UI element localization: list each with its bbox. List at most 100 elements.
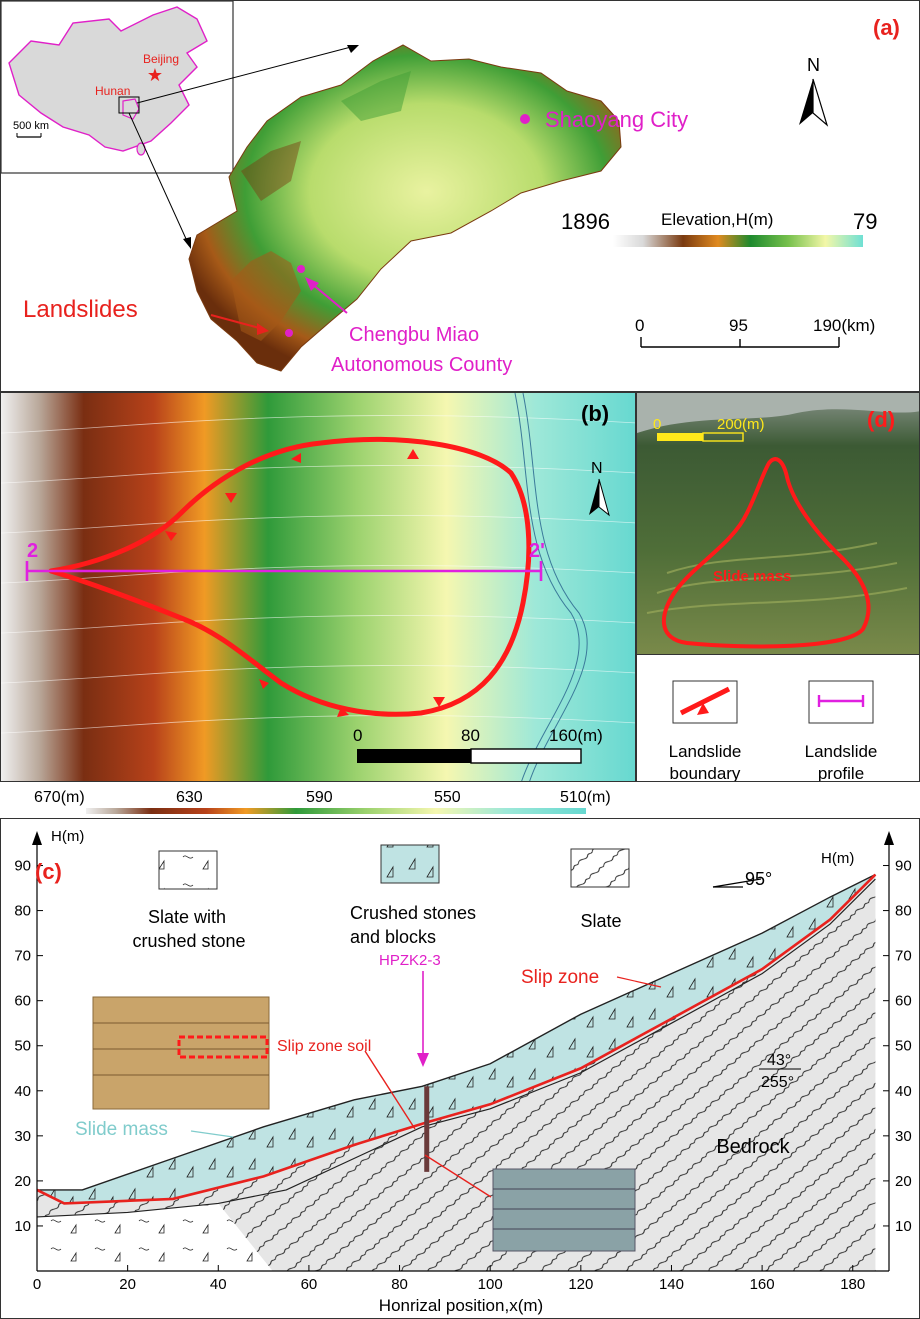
- pointer-line-bottom: [128, 112, 188, 242]
- y-tick-label-right: 40: [895, 1083, 912, 1100]
- plot-layer: 0 20 40 60 80 100 120 140 160 180 10 10 20 20 30 30 40 40…: [14, 831, 912, 1293]
- china-outline: [8, 6, 208, 152]
- x-tick-label: 160: [750, 1276, 775, 1293]
- y-tick-label-right: 50: [895, 1038, 912, 1055]
- x-tick-label: 20: [119, 1276, 136, 1293]
- y-tick-label-left: 70: [14, 948, 31, 965]
- y-tick-label-right: 10: [895, 1218, 912, 1235]
- legend-c-label-3: Slate: [580, 911, 621, 931]
- y-tick-label-right: 80: [895, 903, 912, 920]
- landslide-boundary-d: [662, 457, 871, 649]
- scale-a-0: 0: [635, 316, 644, 335]
- strike-symbol: [712, 878, 762, 888]
- panel-d-svg: Slide mass 0 200(m) (d): [637, 393, 919, 654]
- scale-b-black: [357, 749, 471, 763]
- y-tick-label-left: 60: [14, 993, 31, 1010]
- axis-right-label: H(m): [821, 850, 854, 867]
- y-tick-label-right: 70: [895, 948, 912, 965]
- borehole-label: HPZK2-3: [379, 952, 441, 969]
- scale-d-0: 0: [653, 416, 661, 433]
- y-tick-label-left: 30: [14, 1128, 31, 1145]
- x-tick-label: 100: [478, 1276, 503, 1293]
- slip-zone-label: Slip zone: [521, 967, 599, 988]
- y-tick-label-right: 90: [895, 858, 912, 875]
- inset-hunan-label: Hunan: [95, 84, 130, 98]
- panel-c-cross-section: 0 20 40 60 80 100 120 140 160 180 10 10 20 20 30 30 40 40…: [0, 818, 920, 1319]
- elev-max: 1896: [561, 209, 610, 234]
- legend-c-slate: [570, 848, 630, 888]
- x-tick-label: 120: [568, 1276, 593, 1293]
- strip-tick-1: 630: [176, 789, 203, 806]
- legend-c-label-1b: crushed stone: [132, 931, 245, 951]
- beijing-star: ★: [147, 65, 163, 85]
- x-tick-label: 80: [391, 1276, 408, 1293]
- slip-zone-soil-label: Slip zone soil: [277, 1038, 371, 1055]
- north-arrow-a: [799, 79, 813, 125]
- panel-d-photo: Slide mass 0 200(m) (d): [636, 392, 920, 655]
- panel-c-label: (c): [35, 859, 62, 884]
- y-tick-label-right: 30: [895, 1128, 912, 1145]
- scale-b-0: 0: [353, 726, 362, 745]
- county-label-2: Autonomous County: [331, 354, 512, 376]
- scale-b-2: 160(m): [549, 726, 603, 745]
- strip-tick-3: 550: [434, 789, 461, 806]
- strike-label: 95°: [745, 869, 772, 889]
- y-tick-label-left: 40: [14, 1083, 31, 1100]
- panel-a-location-map: ★ Beijing Hunan 500 km Shaoyang City Che…: [0, 0, 920, 392]
- legend-c-label-2a: Crushed stones: [350, 903, 476, 923]
- slate-hatch: [37, 874, 876, 1271]
- core-photo-2: [492, 1168, 636, 1252]
- strip-tick-2: 590: [306, 789, 333, 806]
- ground-profile-line: [37, 873, 876, 1191]
- panel-d-label: (d): [867, 407, 895, 432]
- scale-a-1: 95: [729, 316, 748, 335]
- cross-section-svg: 0 20 40 60 80 100 120 140 160 180 10 10 20 20 30 30 40 40…: [14, 828, 912, 1315]
- strip-tick-0: 670(m): [34, 789, 85, 806]
- profile-start-label: 2: [27, 540, 38, 562]
- slate-crushed-hatch: [37, 1203, 273, 1271]
- slate-top-line: [36, 878, 876, 1218]
- panel-a-label: (a): [873, 15, 900, 40]
- elevation-strip: 670(m) 630 590 550 510(m): [0, 782, 920, 818]
- strip-tick-4: 510(m): [560, 789, 611, 806]
- slide-mass-c-label: Slide mass: [75, 1119, 168, 1140]
- elev-min: 79: [853, 209, 877, 234]
- slide-mass-d-label: Slide mass: [713, 568, 791, 585]
- y-arrow-left: [32, 831, 42, 845]
- dip-top-label: 43°: [767, 1052, 791, 1069]
- y-arrow-right: [884, 831, 894, 845]
- legend-c-label-2b: and blocks: [350, 927, 436, 947]
- legend-svg: Landslide boundary Landslide profile: [669, 680, 877, 782]
- scale-a-2: 190(km): [813, 316, 875, 335]
- y-tick-label-left: 20: [14, 1173, 31, 1190]
- bedrock-label: Bedrock: [716, 1136, 790, 1158]
- legend-boundary-2: boundary: [670, 764, 741, 782]
- panel-b-plan-view: 2 2' (b) N 0 80 160(m): [0, 392, 636, 782]
- scale-d-yellow: [657, 433, 703, 441]
- axis-left-label: H(m): [51, 828, 84, 845]
- y-tick-label-left: 10: [14, 1218, 31, 1235]
- dip-bottom-label: 255°: [761, 1074, 794, 1091]
- y-tick-label-left: 90: [14, 858, 31, 875]
- landslide-boundary-b: [48, 437, 532, 717]
- pointer-line-top: [136, 46, 352, 104]
- inset-scale-label: 500 km: [13, 120, 49, 132]
- x-tick-label: 140: [659, 1276, 684, 1293]
- y-tick-label-right: 20: [895, 1173, 912, 1190]
- x-tick-label: 180: [840, 1276, 865, 1293]
- county-dot: [297, 265, 305, 273]
- legend-boundary-1: Landslide: [669, 742, 742, 761]
- slip-surface-line: [36, 873, 877, 1205]
- profile-end-label: 2': [529, 540, 545, 562]
- north-b-label: N: [591, 460, 603, 477]
- inset-beijing-label: Beijing: [143, 52, 179, 66]
- elevation-colorbar: [613, 235, 863, 247]
- north-arrow-b: [589, 479, 599, 515]
- elev-title: Elevation,H(m): [661, 210, 773, 229]
- hill-photo: [637, 393, 919, 654]
- y-tick-label-right: 60: [895, 993, 912, 1010]
- strip-colorbar: [86, 808, 586, 814]
- landslide-dot: [285, 329, 293, 337]
- legend-profile-2: profile: [818, 764, 864, 782]
- legend-c-slate-crushed: [158, 850, 218, 890]
